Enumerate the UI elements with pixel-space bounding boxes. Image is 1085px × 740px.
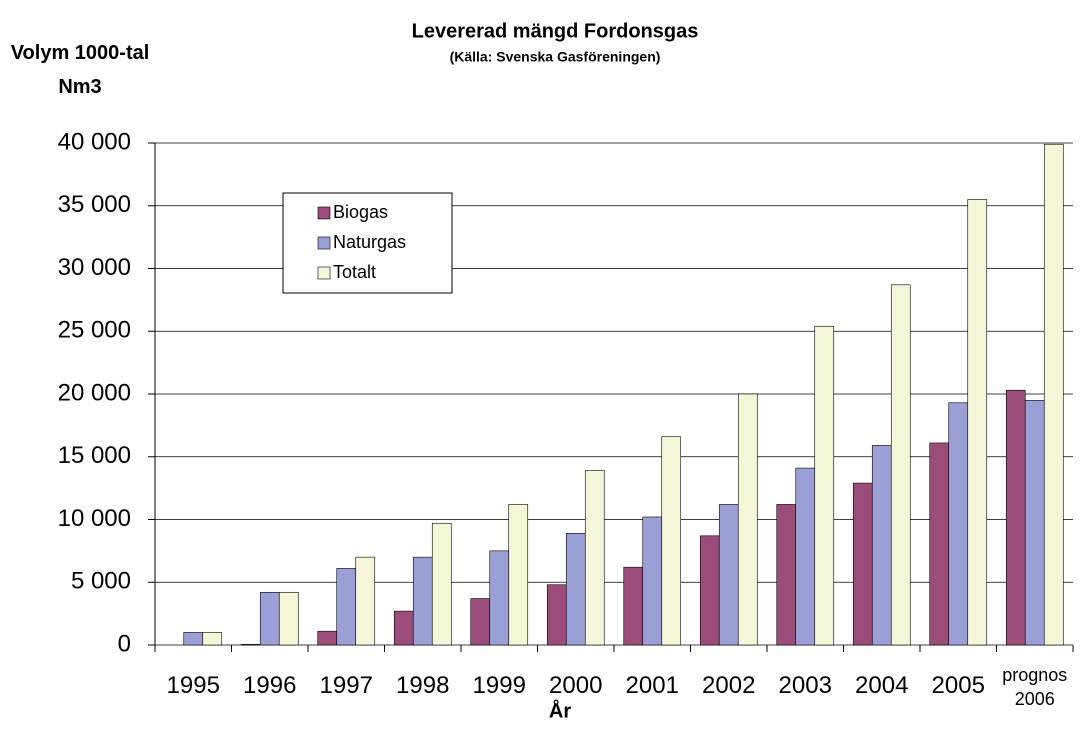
bar bbox=[546, 584, 567, 646]
bar bbox=[1005, 389, 1026, 646]
legend-label: Biogas bbox=[333, 202, 388, 222]
bar bbox=[240, 644, 261, 646]
bar bbox=[890, 284, 911, 646]
bar bbox=[1043, 143, 1064, 646]
x-tick-label: 2005 bbox=[931, 672, 985, 699]
bar bbox=[470, 598, 491, 646]
y-tick-label: 20 000 bbox=[58, 379, 131, 406]
y-tick-label: 25 000 bbox=[58, 317, 131, 344]
bar bbox=[393, 610, 414, 646]
bar bbox=[317, 630, 338, 646]
bar bbox=[852, 482, 873, 646]
bar bbox=[412, 556, 433, 646]
bar bbox=[565, 533, 586, 646]
y-tick-label: 0 bbox=[118, 630, 131, 657]
x-axis-label: År bbox=[549, 698, 571, 722]
bar bbox=[967, 199, 988, 646]
bar bbox=[431, 522, 452, 646]
x-tick-label: 1999 bbox=[472, 672, 526, 699]
x-tick-label: 2003 bbox=[778, 672, 832, 699]
bar bbox=[871, 445, 892, 646]
bar bbox=[336, 568, 357, 646]
bar bbox=[623, 566, 644, 646]
x-tick-label: 2001 bbox=[625, 672, 679, 699]
legend-label: Naturgas bbox=[333, 232, 406, 252]
chart-subtitle: (Källa: Svenska Gasföreningen) bbox=[450, 49, 661, 65]
bar bbox=[929, 442, 950, 646]
y-tick-label: 10 000 bbox=[58, 505, 131, 532]
y-tick-label: 15 000 bbox=[58, 442, 131, 469]
bar bbox=[699, 535, 720, 646]
bar bbox=[278, 591, 299, 646]
bar bbox=[737, 393, 758, 646]
bar bbox=[776, 504, 797, 646]
y-tick-label: 35 000 bbox=[58, 191, 131, 218]
bar bbox=[584, 470, 605, 646]
chart-title: Levererad mängd Fordonsgas bbox=[412, 20, 699, 42]
bar bbox=[661, 436, 682, 646]
x-tick-label: 2002 bbox=[702, 672, 756, 699]
y-tick-label: 30 000 bbox=[58, 254, 131, 281]
y-tick-label: 40 000 bbox=[58, 128, 131, 155]
legend-label: Totalt bbox=[333, 262, 376, 282]
bar bbox=[795, 467, 816, 646]
y-tick-label: 5 000 bbox=[71, 568, 131, 595]
x-tick-label: 1995 bbox=[166, 672, 220, 699]
bar bbox=[1024, 399, 1045, 646]
x-tick-label: 1996 bbox=[243, 672, 297, 699]
bar bbox=[718, 504, 739, 646]
bar bbox=[489, 550, 510, 646]
x-tick-label: 2004 bbox=[855, 672, 909, 699]
x-tick-label: 2000 bbox=[549, 672, 603, 699]
bar bbox=[202, 632, 223, 646]
bar bbox=[183, 632, 204, 646]
bar bbox=[259, 591, 280, 646]
y-axis-label: Volym 1000-tal Nm3 bbox=[10, 42, 150, 98]
legend-swatch bbox=[317, 206, 331, 220]
bar bbox=[355, 556, 376, 646]
bar bbox=[642, 516, 663, 646]
legend-swatch bbox=[317, 236, 331, 250]
x-tick-label: 1997 bbox=[319, 672, 373, 699]
bar bbox=[948, 402, 969, 646]
legend-box bbox=[282, 192, 453, 294]
bar bbox=[814, 325, 835, 646]
bar bbox=[508, 504, 529, 646]
x-tick-label: 1998 bbox=[396, 672, 450, 699]
x-tick-label: prognos 2006 bbox=[1002, 665, 1068, 709]
legend-swatch bbox=[317, 266, 331, 280]
